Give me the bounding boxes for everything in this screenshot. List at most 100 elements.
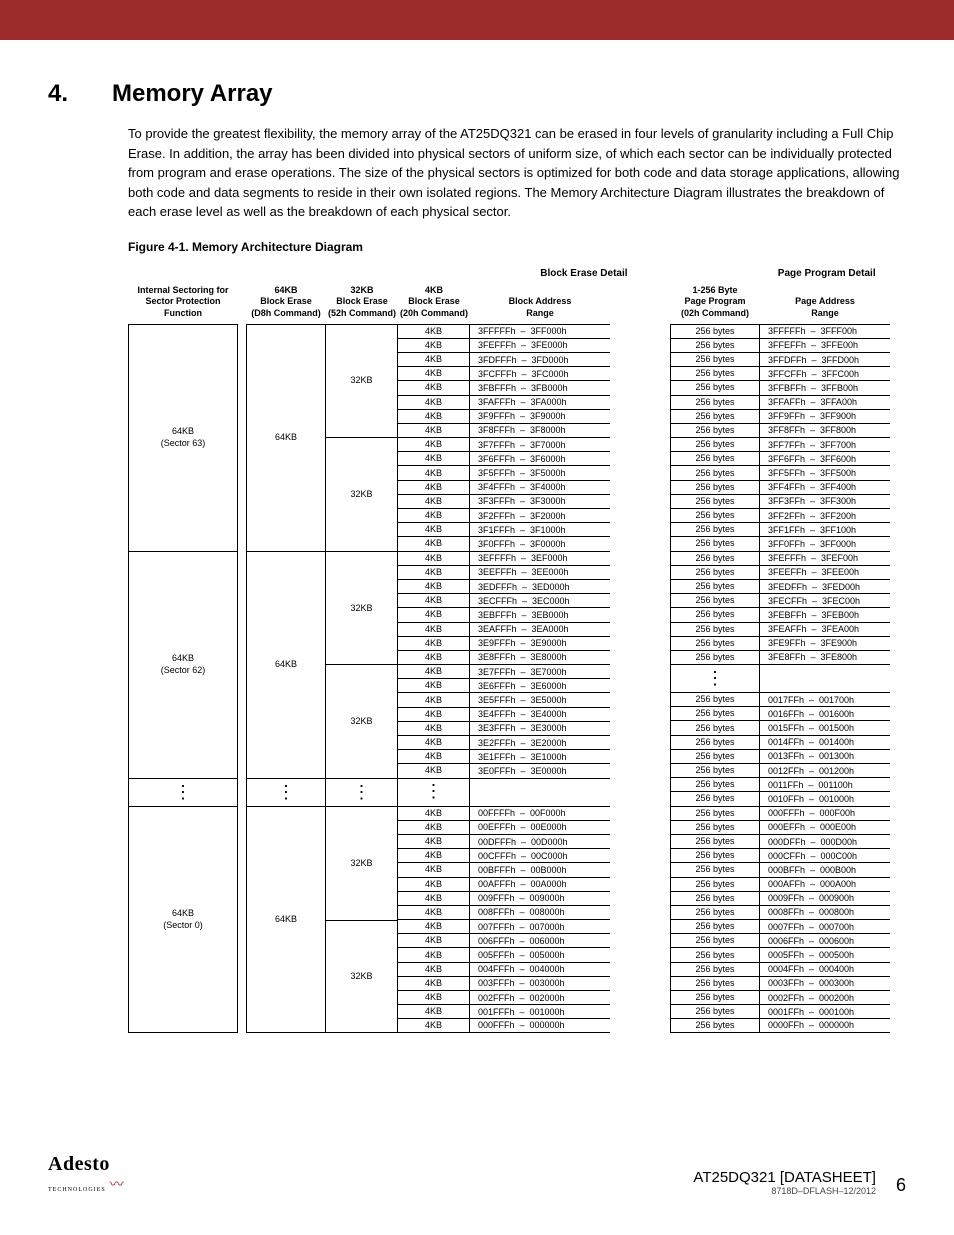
page-address-row: 0004FFh – 000400h: [760, 962, 890, 976]
col-header-internal: Internal Sectoring forSector ProtectionF…: [128, 285, 238, 320]
page-address-row: 000EFFh – 000E00h: [760, 820, 890, 834]
block-address-row: 3F7FFFh – 3F7000h: [470, 437, 610, 451]
cell-256-bytes: 256 bytes: [671, 791, 759, 805]
page-program-table: 256 bytes256 bytes256 bytes256 bytes256 …: [670, 324, 890, 1034]
page-address-row: 0005FFh – 000500h: [760, 947, 890, 961]
page-address-row: 0001FFh – 000100h: [760, 1004, 890, 1018]
page-address-row: 3FEEFFh – 3FEE00h: [760, 565, 890, 579]
block-address-row: 3EBFFFh – 3EB000h: [470, 607, 610, 621]
cell-4kb: 4KB: [398, 437, 469, 451]
block-address-row: 009FFFh – 009000h: [470, 891, 610, 905]
page-address-row: 3FEBFFh – 3FEB00h: [760, 607, 890, 621]
cell-4kb: 4KB: [398, 692, 469, 706]
cell-32kb: 32KB: [326, 664, 397, 778]
cell-256-bytes: 256 bytes: [671, 692, 759, 706]
cell-4kb: 4KB: [398, 536, 469, 550]
page-address-row: 0003FFh – 000300h: [760, 976, 890, 990]
block-address-row: 002FFFh – 002000h: [470, 990, 610, 1004]
cell-256-bytes: 256 bytes: [671, 806, 759, 820]
page-address-row: 0009FFh – 000900h: [760, 891, 890, 905]
cell-256-bytes: 256 bytes: [671, 905, 759, 919]
page-address-row: 3FF1FFh – 3FF100h: [760, 522, 890, 536]
cell-4kb: 4KB: [398, 636, 469, 650]
cell-256-bytes: 256 bytes: [671, 451, 759, 465]
block-address-row: 3E8FFFh – 3E8000h: [470, 650, 610, 664]
cell-256-bytes: 256 bytes: [671, 366, 759, 380]
block-address-row: 3FDFFFh – 3FD000h: [470, 352, 610, 366]
section-title: Memory Array: [112, 80, 273, 108]
cell-256-bytes: 256 bytes: [671, 1018, 759, 1032]
cell-4kb: 4KB: [398, 451, 469, 465]
cell-4kb: 4KB: [398, 820, 469, 834]
cell-4kb: 4KB: [398, 947, 469, 961]
block-address-row: 006FFFh – 006000h: [470, 933, 610, 947]
cell-256-bytes: 256 bytes: [671, 820, 759, 834]
block-address-row: 3F5FFFh – 3F5000h: [470, 465, 610, 479]
block-address-row: 3EAFFFh – 3EA000h: [470, 622, 610, 636]
page-address-row: 3FEDFFh – 3FED00h: [760, 579, 890, 593]
block-address-row: 3E1FFFh – 3E1000h: [470, 749, 610, 763]
page-address-row: 0007FFh – 000700h: [760, 919, 890, 933]
cell-256-bytes: 256 bytes: [671, 877, 759, 891]
cell-4kb: 4KB: [398, 976, 469, 990]
block-address-row: 3FAFFFh – 3FA000h: [470, 395, 610, 409]
block-address-row: 00CFFFh – 00C000h: [470, 848, 610, 862]
cell-4kb: 4KB: [398, 607, 469, 621]
block-address-row: 3F9FFFh – 3F9000h: [470, 409, 610, 423]
header-bar: [0, 0, 954, 40]
page-address-row: 3FE8FFh – 3FE800h: [760, 650, 890, 664]
cell-256-bytes: 256 bytes: [671, 636, 759, 650]
cell-4kb: 4KB: [398, 366, 469, 380]
cell-256-bytes: 256 bytes: [671, 480, 759, 494]
block-address-row: 3E9FFFh – 3E9000h: [470, 636, 610, 650]
block-address-row: 3EEFFFh – 3EE000h: [470, 565, 610, 579]
cell-256-bytes: 256 bytes: [671, 395, 759, 409]
page-address-row: 0013FFh – 001300h: [760, 749, 890, 763]
block-address-row: 3E0FFFh – 3E0000h: [470, 763, 610, 777]
cell-64kb: 64KB: [247, 551, 325, 778]
section-paragraph: To provide the greatest flexibility, the…: [128, 124, 906, 222]
cell-4kb: 4KB: [398, 324, 469, 338]
cell-256-bytes: 256 bytes: [671, 622, 759, 636]
cell-256-bytes: 256 bytes: [671, 338, 759, 352]
block-address-row: 3F2FFFh – 3F2000h: [470, 508, 610, 522]
page-address-row: 3FF6FFh – 3FF600h: [760, 451, 890, 465]
block-address-row: 3F6FFFh – 3F6000h: [470, 451, 610, 465]
block-address-row: 3EDFFFh – 3ED000h: [470, 579, 610, 593]
block-address-row: 3F0FFFh – 3F0000h: [470, 536, 610, 550]
block-address-row: 000FFFh – 000000h: [470, 1018, 610, 1032]
cell-4kb: 4KB: [398, 338, 469, 352]
page-address-row: 3FFAFFh – 3FFA00h: [760, 395, 890, 409]
cell-256-bytes: 256 bytes: [671, 749, 759, 763]
col-header-page-program: 1-256 BytePage Program(02h Command): [670, 285, 760, 320]
column-headers: Internal Sectoring forSector ProtectionF…: [128, 285, 906, 320]
cell-64kb: 64KB: [247, 806, 325, 1033]
block-address-row: 3E6FFFh – 3E6000h: [470, 678, 610, 692]
page-address-row: 3FFBFFh – 3FFB00h: [760, 380, 890, 394]
sector-63-cell: 64KB(Sector 63): [129, 324, 237, 551]
page-address-row: 3FEFFFh – 3FEF00h: [760, 551, 890, 565]
block-address-row: 3E7FFFh – 3E7000h: [470, 664, 610, 678]
figure-caption: Figure 4-1. Memory Architecture Diagram: [128, 240, 906, 254]
cell-256-bytes: 256 bytes: [671, 650, 759, 664]
page-address-row: 000AFFh – 000A00h: [760, 877, 890, 891]
cell-256-bytes: 256 bytes: [671, 976, 759, 990]
col-header-32kb: 32KBBlock Erase(52h Command): [326, 285, 398, 320]
page-address-row: 0012FFh – 001200h: [760, 763, 890, 777]
cell-4kb: 4KB: [398, 990, 469, 1004]
cell-4kb: 4KB: [398, 465, 469, 479]
col-internal-sectoring: 64KB(Sector 63) 64KB(Sector 62) ⋮ 64KB(S…: [128, 324, 238, 1034]
cell-256-bytes: 256 bytes: [671, 990, 759, 1004]
cell-256-bytes: 256 bytes: [671, 579, 759, 593]
block-address-row: 3F8FFFh – 3F8000h: [470, 423, 610, 437]
page-address-row: 3FF2FFh – 3FF200h: [760, 508, 890, 522]
cell-256-bytes: 256 bytes: [671, 720, 759, 734]
block-address-row: 3F1FFFh – 3F1000h: [470, 522, 610, 536]
block-address-row: 3E4FFFh – 3E4000h: [470, 707, 610, 721]
cell-4kb: 4KB: [398, 877, 469, 891]
cell-4kb: 4KB: [398, 551, 469, 565]
block-address-row: 00DFFFh – 00D000h: [470, 834, 610, 848]
block-address-row: 3E2FFFh – 3E2000h: [470, 735, 610, 749]
col-64kb: 64KB 64KB ⋮ 64KB: [246, 324, 326, 1034]
logo-subtext: TECHNOLOGIES: [48, 1187, 106, 1193]
